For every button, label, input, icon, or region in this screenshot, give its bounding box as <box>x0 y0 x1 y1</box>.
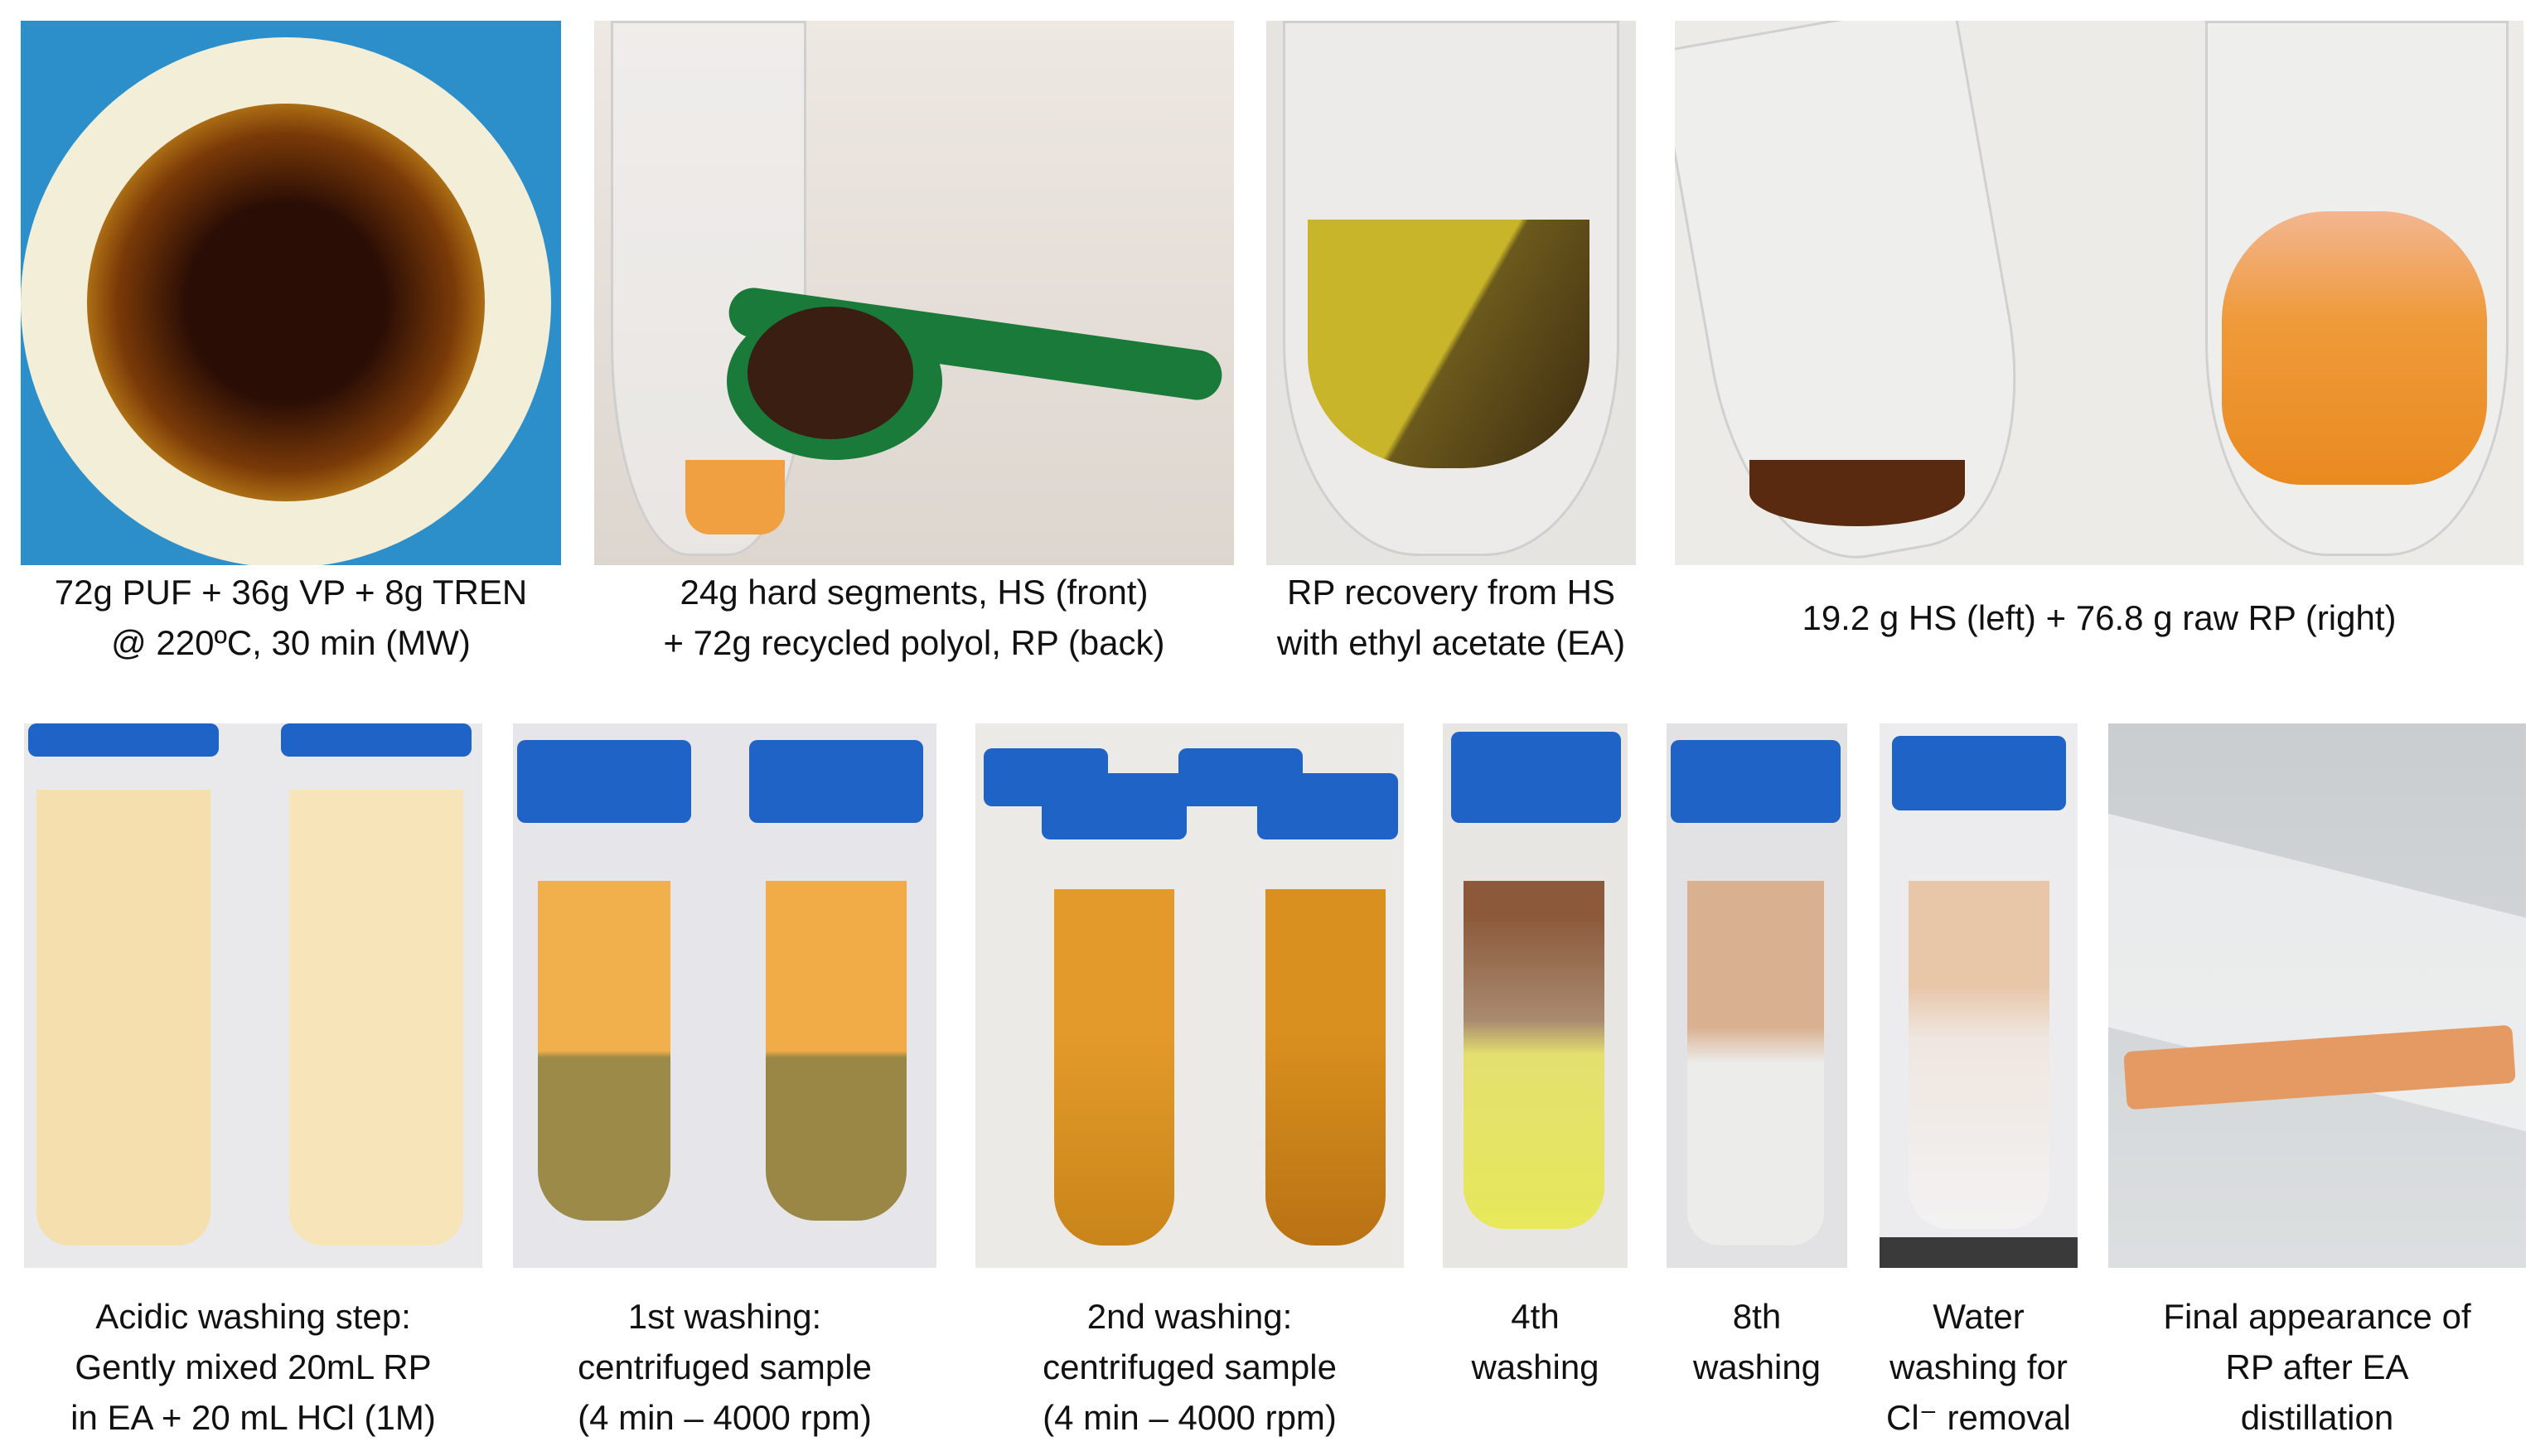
caption-line: Water <box>1933 1297 2025 1336</box>
caption-line: RP recovery from HS <box>1287 573 1615 612</box>
caption: 1st washing: centrifuged sample (4 min – 4… <box>513 1291 936 1443</box>
caption-line: Final appearance of <box>2163 1297 2471 1336</box>
caption-line: 4th <box>1511 1296 1560 1336</box>
photo-reactor <box>21 21 561 565</box>
photo-water-wash <box>1880 723 2078 1268</box>
caption-line: Cl⁻ removal <box>1886 1398 2071 1437</box>
caption-line: (4 min – 4000 rpm) <box>1043 1398 1337 1437</box>
photo-1st-wash <box>513 723 936 1268</box>
caption-line: 24g hard segments, HS (front) <box>680 573 1149 612</box>
caption-line: 2nd washing: <box>1086 1297 1293 1336</box>
caption: Water washing for Cl⁻ removal <box>1863 1291 2094 1443</box>
caption-line: with ethyl acetate (EA) <box>1276 623 1626 662</box>
caption-line: washing <box>1692 1347 1822 1386</box>
caption-line: 72g PUF + 36g VP + 8g TREN <box>54 573 528 612</box>
caption-line: @ 220ºC, 30 min (MW) <box>111 623 471 662</box>
caption: 8th washing <box>1667 1265 1847 1417</box>
photo-hs-rp <box>1675 21 2523 565</box>
caption-line: Acidic washing step: <box>95 1297 411 1336</box>
photo-spoon <box>594 21 1234 565</box>
photo-final-rp <box>2108 723 2526 1268</box>
photo-ea-recovery <box>1266 21 1636 565</box>
caption-line: washing <box>1471 1347 1599 1386</box>
caption: Acidic washing step: Gently mixed 20mL RP… <box>0 1291 506 1443</box>
caption-line: 1st washing: <box>627 1297 822 1336</box>
photo-2nd-wash <box>975 723 1404 1268</box>
caption-line: distillation <box>2240 1398 2394 1437</box>
caption-line: (4 min – 4000 rpm) <box>578 1398 872 1437</box>
photo-8th-wash <box>1667 723 1847 1268</box>
caption: 24g hard segments, HS (front) + 72g recyc… <box>594 567 1234 668</box>
caption: 72g PUF + 36g VP + 8g TREN @ 220ºC, 30 mi… <box>21 567 561 668</box>
caption-line: washing for <box>1889 1347 2068 1386</box>
caption: 19.2 g HS (left) + 76.8 g raw RP (right) <box>1675 567 2523 668</box>
caption-line: 19.2 g HS (left) + 76.8 g raw RP (right) <box>1802 597 2397 637</box>
photo-acidic-wash <box>24 723 482 1268</box>
photo-4th-wash <box>1443 723 1628 1268</box>
caption-line: in EA + 20 mL HCl (1M) <box>70 1398 436 1437</box>
caption: 2nd washing: centrifuged sample (4 min – 4… <box>975 1291 1404 1443</box>
caption: RP recovery from HS with ethyl acetate (E… <box>1217 567 1686 668</box>
caption-line: + 72g recycled polyol, RP (back) <box>663 623 1165 662</box>
caption-line: centrifuged sample <box>578 1347 872 1386</box>
caption-line: Gently mixed 20mL RP <box>75 1347 432 1386</box>
caption: 4th washing <box>1443 1265 1628 1417</box>
caption-line: 8th <box>1732 1296 1782 1336</box>
caption-line: centrifuged sample <box>1043 1347 1337 1386</box>
caption: Final appearance of RP after EA distillati… <box>2108 1291 2526 1443</box>
caption-line: RP after EA <box>2225 1347 2409 1386</box>
